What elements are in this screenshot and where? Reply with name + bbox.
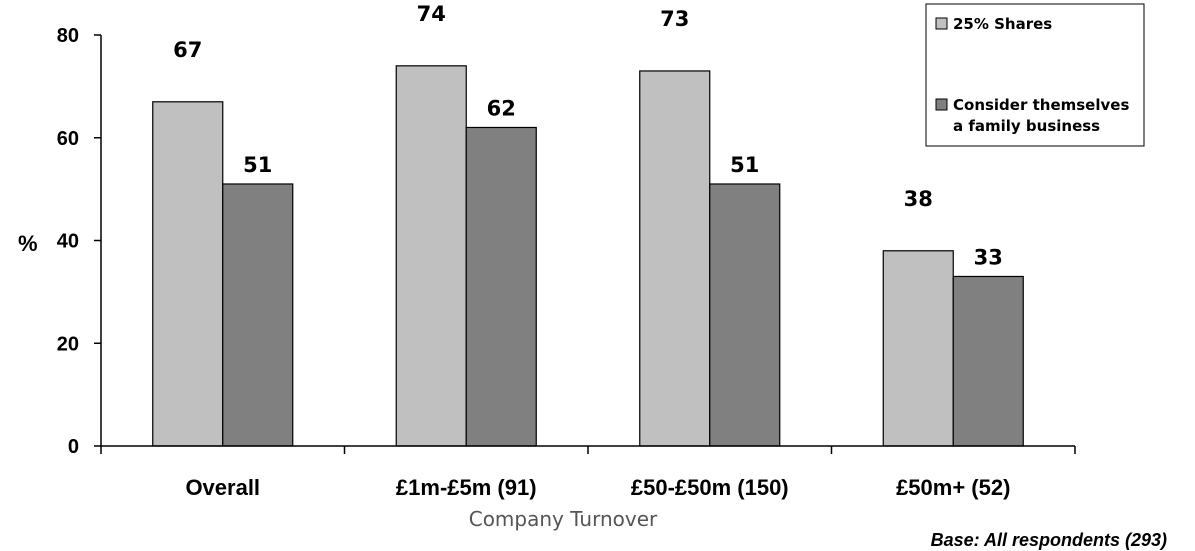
- data-labels: 67 51 74 62 73 51 38 33: [173, 2, 1003, 270]
- bar-shares-3: [882, 250, 954, 447]
- data-label: 51: [243, 153, 272, 177]
- y-tick-label: 40: [57, 231, 79, 253]
- data-label: 51: [730, 153, 759, 177]
- y-tick-label: 0: [68, 436, 79, 458]
- bar-shares-0: [152, 101, 224, 447]
- bar-family-0: [222, 183, 294, 447]
- data-label: 33: [974, 245, 1003, 269]
- x-axis-label: Company Turnover: [469, 507, 658, 531]
- bar-shares-1: [395, 65, 467, 447]
- base-footnote: Base: All respondents (293): [931, 530, 1167, 550]
- bar-family-2: [709, 183, 781, 447]
- y-tick-label: 20: [57, 333, 79, 355]
- legend-box: [925, 3, 1145, 147]
- legend: 25% Shares Consider themselves a family …: [925, 3, 1145, 147]
- data-label: 62: [487, 96, 516, 120]
- x-category-label: £1m-£5m (91): [396, 475, 537, 500]
- data-label: 73: [660, 7, 689, 31]
- legend-swatch-shares: [935, 17, 948, 30]
- data-label: 38: [904, 187, 933, 211]
- data-label: 67: [173, 38, 202, 62]
- bar-shares-2: [639, 70, 711, 447]
- x-axis-categories: Overall £1m-£5m (91) £50-£50m (150) £50m+ (…: [185, 475, 1010, 500]
- legend-label-family-line1: Consider themselves: [953, 96, 1129, 114]
- legend-label-family-line2: a family business: [953, 117, 1100, 135]
- bar-family-1: [465, 126, 537, 447]
- bar-family-3: [952, 275, 1024, 447]
- y-axis-label: %: [18, 231, 38, 256]
- x-category-label: Overall: [185, 475, 260, 500]
- bars: [152, 65, 1024, 447]
- legend-label-shares: 25% Shares: [953, 15, 1052, 33]
- y-tick-label: 80: [57, 25, 79, 47]
- data-label: 74: [417, 2, 446, 26]
- y-tick-label: 60: [57, 128, 79, 150]
- x-category-label: £50-£50m (150): [631, 475, 789, 500]
- y-axis-ticks: 0 20 40 60 80: [57, 25, 1076, 458]
- legend-swatch-family: [935, 98, 948, 111]
- x-category-label: £50m+ (52): [896, 475, 1010, 500]
